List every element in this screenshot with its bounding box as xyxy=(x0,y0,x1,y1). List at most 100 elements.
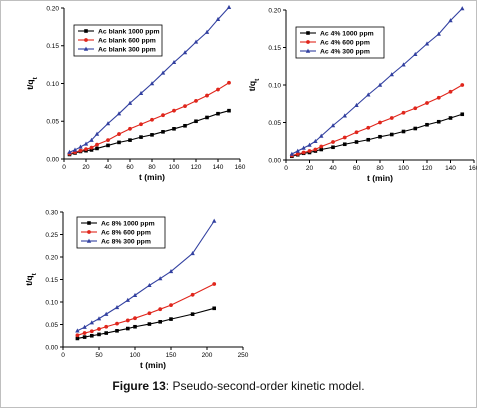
y-tick-label: 0.00 xyxy=(45,344,58,351)
data-point xyxy=(158,320,162,324)
data-point xyxy=(354,102,359,107)
legend-label: Ac 8% 1000 ppm xyxy=(101,220,155,227)
data-point xyxy=(307,149,312,153)
x-axis-label: t (min) xyxy=(140,360,166,370)
data-point xyxy=(413,106,418,111)
data-point xyxy=(190,251,195,256)
data-point xyxy=(133,316,137,321)
data-point xyxy=(330,123,336,128)
data-point xyxy=(460,6,465,11)
data-point xyxy=(128,138,132,142)
y-tick-label: 0.20 xyxy=(45,254,58,261)
data-point xyxy=(216,111,220,116)
data-point xyxy=(97,332,101,337)
data-point xyxy=(319,133,324,138)
y-tick-label: 0.20 xyxy=(268,7,281,14)
data-point xyxy=(301,150,306,155)
x-tick-label: 0 xyxy=(62,164,66,171)
data-point xyxy=(169,303,173,308)
data-point xyxy=(313,138,318,143)
y-tick-label: 0.10 xyxy=(45,299,58,306)
chart-panel-ac-blank: 0 20 40 60 80 100 120 140 160 0.00 0.05 0.10 0.15 0.2… xyxy=(25,4,246,182)
data-point xyxy=(436,31,441,36)
data-point xyxy=(425,101,429,105)
data-point xyxy=(448,89,453,94)
x-tick-label: 40 xyxy=(329,165,337,172)
data-point xyxy=(216,87,220,92)
y-tick-label: 0.10 xyxy=(268,82,281,89)
data-point xyxy=(161,130,165,134)
data-point xyxy=(460,112,465,117)
series-line xyxy=(291,84,463,157)
data-point xyxy=(125,297,130,302)
data-point xyxy=(82,335,87,339)
x-tick-label: 20 xyxy=(306,165,314,172)
series-ac-8pct-1000-ppm xyxy=(75,306,216,341)
data-point xyxy=(378,134,382,139)
data-point xyxy=(150,117,154,122)
y-tick-label: 0.05 xyxy=(46,119,59,126)
data-point xyxy=(158,276,163,281)
data-point xyxy=(401,110,406,115)
x-tick-label: 60 xyxy=(126,164,134,171)
x-tick-label: 100 xyxy=(130,352,141,359)
data-point xyxy=(448,18,453,23)
data-point xyxy=(89,320,94,325)
data-point xyxy=(139,122,143,127)
data-point xyxy=(172,127,176,131)
data-point xyxy=(126,326,130,331)
x-tick-label: 40 xyxy=(104,164,112,171)
data-point xyxy=(319,144,324,149)
data-point xyxy=(106,138,110,143)
data-point xyxy=(342,113,347,118)
data-point xyxy=(82,331,87,335)
x-tick-label: 250 xyxy=(238,352,249,359)
data-point xyxy=(389,132,394,137)
x-tick-label: 120 xyxy=(191,164,202,171)
x-tick-label: 120 xyxy=(422,165,433,172)
data-point xyxy=(78,144,83,149)
data-point xyxy=(436,119,441,124)
data-point xyxy=(204,29,210,34)
data-point xyxy=(75,333,80,338)
x-tick-label: 60 xyxy=(353,165,361,172)
x-tick-label: 200 xyxy=(202,352,213,359)
data-point xyxy=(67,149,72,154)
data-point xyxy=(89,148,94,152)
x-tick-label: 0 xyxy=(284,165,288,172)
chart-panel-ac-4pct: 0 20 40 60 80 100 120 140 160 0.00 0.05 0.10 0.15 0.2… xyxy=(247,6,477,183)
data-point xyxy=(115,329,119,333)
y-axis-label: t/qt xyxy=(24,272,38,285)
series-ac-4pct-600-ppm xyxy=(289,83,465,158)
series-ac-8pct-300-ppm xyxy=(75,218,217,333)
legend-marker xyxy=(84,38,88,42)
data-point xyxy=(84,147,88,152)
series-ac-8pct-600-ppm xyxy=(75,282,217,338)
x-tick-label: 80 xyxy=(376,165,384,172)
data-point xyxy=(117,132,121,136)
y-tick-label: 0.20 xyxy=(46,5,59,12)
data-point xyxy=(424,41,430,46)
y-tick-label: 0.10 xyxy=(46,81,59,88)
y-tick-label: 0.00 xyxy=(46,156,59,163)
data-point xyxy=(94,131,100,136)
data-point xyxy=(82,324,87,329)
data-point xyxy=(205,93,209,98)
data-point xyxy=(183,104,187,109)
data-point xyxy=(425,122,429,127)
data-point xyxy=(169,317,173,321)
y-tick-label: 0.30 xyxy=(45,209,58,216)
data-point xyxy=(389,72,394,77)
data-point xyxy=(117,140,121,145)
data-point xyxy=(138,90,144,96)
legend-marker xyxy=(305,48,311,53)
x-tick-label: 150 xyxy=(166,352,177,359)
data-point xyxy=(125,318,130,323)
series-ac-blank-300-ppm xyxy=(67,4,232,154)
x-tick-label: 100 xyxy=(398,165,409,172)
x-tick-label: 140 xyxy=(213,164,224,171)
data-point xyxy=(97,327,101,331)
data-point xyxy=(289,151,295,156)
legend-marker xyxy=(306,40,310,44)
